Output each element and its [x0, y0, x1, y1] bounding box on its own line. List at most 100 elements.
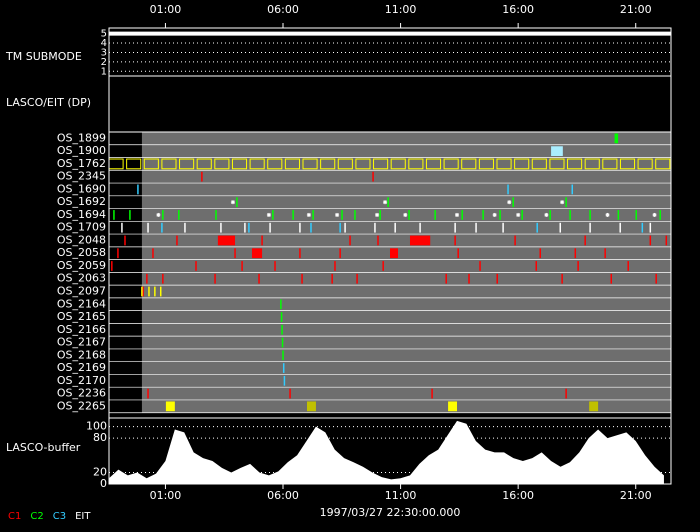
row-label: OS_2236: [57, 387, 106, 400]
y-tick-label: 0: [100, 477, 107, 490]
x-tick-label: 16:00: [502, 3, 534, 16]
event-block: [306, 401, 316, 412]
event-star: [544, 212, 549, 217]
star-stroke: [492, 213, 497, 217]
event-block: [549, 158, 565, 170]
event-block: [619, 158, 636, 170]
event-block: [214, 158, 230, 170]
event-block: [373, 158, 389, 170]
row-label: OS_2165: [57, 310, 106, 323]
row-label: OS_1690: [57, 182, 106, 195]
star-stroke: [605, 213, 610, 217]
x-tick-label: 21:00: [620, 489, 652, 502]
star-stroke: [507, 200, 512, 205]
event-block: [251, 248, 263, 259]
event-block: [637, 158, 653, 170]
event-block: [461, 158, 477, 170]
row-label: OS_2168: [57, 348, 106, 361]
row-label: OS_2265: [57, 399, 106, 412]
x-tick-label: 01:00: [150, 489, 182, 502]
event-star: [516, 212, 521, 217]
event-block: [108, 158, 124, 170]
star-stroke: [335, 213, 339, 217]
row-label: OS_1692: [57, 195, 106, 208]
event-block: [655, 158, 671, 170]
x-tick-label: 11:00: [385, 489, 417, 502]
row-label: OS_2164: [57, 297, 106, 310]
y-tick-label: 3: [101, 47, 107, 58]
legend-entry: EIT: [75, 511, 91, 522]
buffer-area: [109, 420, 664, 484]
event-block: [589, 401, 599, 412]
row-label: OS_2058: [57, 246, 106, 259]
event-block: [443, 158, 459, 170]
row-label: OS_1709: [57, 221, 106, 234]
y-tick-label: 2: [101, 57, 107, 68]
event-block: [409, 235, 431, 246]
event-block: [217, 235, 236, 246]
row-label: OS_1694: [57, 208, 106, 221]
star-stroke: [403, 213, 408, 217]
event-star: [230, 200, 235, 205]
y-tick-label: 100: [86, 420, 107, 433]
x-tick-label: 06:00: [267, 489, 299, 502]
event-block: [408, 158, 424, 170]
event-block: [355, 158, 371, 170]
event-block: [143, 158, 159, 170]
y-tick-label: 5: [101, 29, 107, 40]
legend-entry: C1: [8, 511, 21, 522]
event-star: [492, 212, 497, 217]
event-star: [383, 200, 388, 205]
star-stroke: [455, 213, 459, 217]
event-block: [284, 158, 300, 170]
y-tick-label: 20: [93, 466, 107, 479]
event-block: [602, 158, 618, 170]
event-block: [179, 158, 195, 170]
x-tick-label: 06:00: [267, 3, 299, 16]
event-star: [560, 200, 565, 205]
event-star: [652, 212, 657, 217]
event-block: [390, 158, 406, 170]
star-stroke: [652, 213, 657, 217]
row-label: OS_2167: [57, 336, 106, 349]
star-stroke: [307, 213, 311, 217]
star-stroke: [267, 213, 271, 217]
row-label: OS_2097: [57, 285, 106, 298]
legend-entry: C3: [53, 511, 66, 522]
event-block: [267, 158, 283, 170]
y-tick-label: 80: [93, 431, 107, 444]
row-label: OS_2169: [57, 361, 106, 374]
event-block: [425, 158, 442, 170]
event-star: [156, 212, 161, 217]
row-label: OS_2059: [57, 259, 106, 272]
event-block: [165, 401, 175, 412]
event-block: [478, 158, 494, 170]
x-tick-label: 01:00: [150, 3, 182, 16]
event-block: [567, 158, 583, 170]
event-block: [390, 248, 398, 259]
event-block: [496, 158, 512, 170]
legend-entry: C2: [30, 511, 43, 522]
event-block: [448, 401, 458, 412]
row-label: OS_1899: [57, 131, 106, 144]
event-star: [266, 212, 271, 217]
star-stroke: [383, 200, 387, 205]
row-label: OS_1900: [57, 144, 106, 157]
event-star: [403, 212, 408, 217]
panel-label: LASCO/EIT (DP): [6, 96, 91, 109]
event-block: [249, 158, 265, 170]
event-star: [335, 212, 340, 217]
row-label: OS_1762: [57, 157, 106, 170]
event-block: [196, 158, 212, 170]
x-tick-label: 21:00: [620, 3, 652, 16]
row-label: OS_2166: [57, 323, 106, 336]
event-star: [455, 212, 460, 217]
star-stroke: [560, 200, 564, 205]
event-block: [161, 158, 177, 170]
event-star: [507, 200, 512, 205]
tm-submode-label: TM SUBMODE: [5, 50, 82, 63]
event-block: [584, 158, 600, 170]
event-block: [514, 158, 530, 170]
row-label: OS_2345: [57, 170, 106, 183]
